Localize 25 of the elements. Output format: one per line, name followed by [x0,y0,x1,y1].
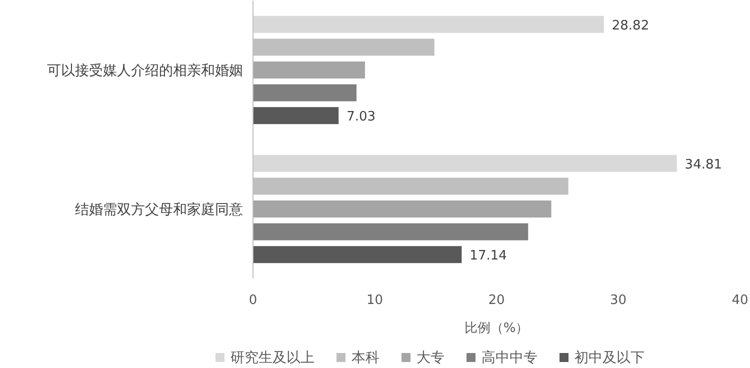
data-label: 34.81 [684,157,722,172]
legend-label: 大专 [416,350,444,366]
x-tick-label: 20 [488,293,505,308]
x-tick-label: 40 [732,293,748,308]
y-tick-label: 结婚需双方父母和家庭同意 [75,202,243,218]
bar [253,16,604,33]
bar [253,62,366,78]
data-label: 28.82 [612,18,650,34]
x-tick-label: 10 [366,293,384,308]
data-label: 17.14 [470,248,507,264]
legend-label: 研究生及以上 [230,350,314,366]
legend-label: 本科 [352,350,380,366]
bar [253,107,339,124]
bar [253,84,356,102]
bar [253,246,462,264]
x-axis-title: 比例（%） [464,321,529,336]
legend-label: 高中中专 [482,350,538,366]
x-tick-label: 0 [248,293,258,308]
bar [253,200,552,218]
x-tick-label: 30 [610,293,627,308]
legend-label: 初中及以下 [574,350,644,366]
bar [253,223,528,240]
bar [253,154,677,172]
y-tick-label: 可以接受媒人介绍的相亲和婚姻 [47,63,243,79]
data-label: 7.03 [346,110,376,125]
